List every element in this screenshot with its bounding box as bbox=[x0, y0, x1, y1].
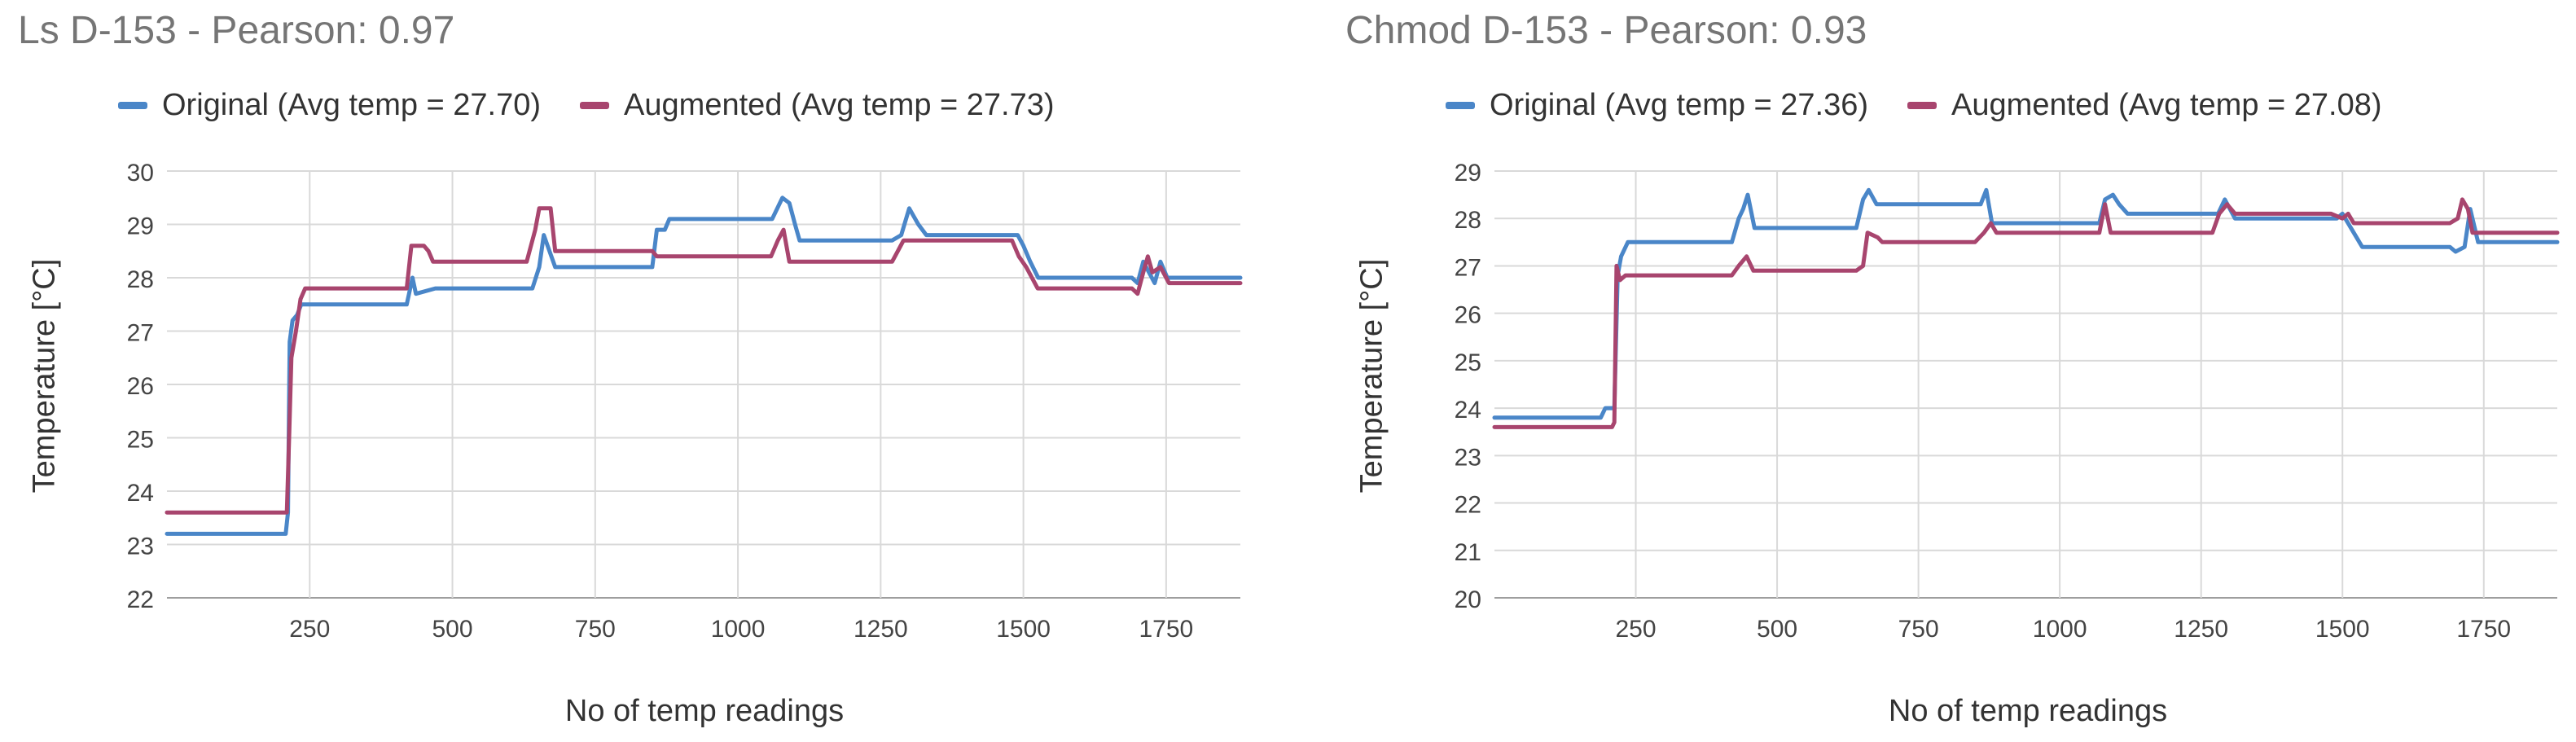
chart-title: Ls D-153 - Pearson: 0.97 bbox=[18, 9, 455, 52]
y-tick-label: 20 bbox=[1455, 586, 1481, 613]
x-tick-label: 1500 bbox=[996, 616, 1051, 643]
legend-item-augmented: Augmented (Avg temp = 27.73) bbox=[580, 88, 1055, 123]
x-axis-label: No of temp readings bbox=[564, 694, 845, 728]
y-axis-label: Temperature [°C] bbox=[27, 258, 62, 494]
series-line-original bbox=[1492, 187, 2560, 420]
x-tick-label: 750 bbox=[1898, 616, 1939, 643]
legend-swatch-original bbox=[1446, 102, 1475, 109]
x-tick-label: 500 bbox=[1757, 616, 1797, 643]
chart-legend: Original (Avg temp = 27.70) Augmented (A… bbox=[118, 88, 1094, 123]
y-tick-label: 24 bbox=[127, 480, 154, 507]
y-tick-label: 23 bbox=[1455, 444, 1481, 471]
y-tick-label: 27 bbox=[127, 320, 154, 347]
x-tick-label: 1250 bbox=[854, 616, 908, 643]
chart-plot-area: 20 21 22 23 24 25 26 27 28 29 250 500 750 1000 1250 150… bbox=[1455, 160, 2560, 643]
y-tick-label: 22 bbox=[127, 586, 154, 613]
x-tick-label: 1000 bbox=[711, 616, 766, 643]
legend-swatch-augmented bbox=[580, 102, 610, 109]
x-tick-label: 750 bbox=[575, 616, 616, 643]
legend-label-original: Original (Avg temp = 27.36) bbox=[1490, 88, 1869, 122]
series-line-augmented bbox=[1492, 197, 2560, 429]
y-tick-label: 24 bbox=[1455, 397, 1481, 424]
chart-plot-area: 22 23 24 25 26 27 28 29 30 250 500 750 1000 1250 1500 1… bbox=[127, 160, 1243, 643]
series-line-augmented bbox=[165, 206, 1243, 515]
y-tick-label: 30 bbox=[127, 160, 154, 187]
chart-panel-chmod: Chmod D-153 - Pearson: 0.93 Original (Av… bbox=[1327, 0, 2576, 742]
x-tick-label: 250 bbox=[289, 616, 330, 643]
chart-panel-ls: Ls D-153 - Pearson: 0.97 Original (Avg t… bbox=[0, 0, 1270, 742]
legend-item-original: Original (Avg temp = 27.70) bbox=[118, 88, 541, 123]
y-tick-label: 25 bbox=[127, 427, 154, 454]
x-tick-label: 1500 bbox=[2315, 616, 2370, 643]
legend-label-augmented: Augmented (Avg temp = 27.08) bbox=[1951, 88, 2382, 122]
y-axis-label: Temperature [°C] bbox=[1354, 258, 1389, 494]
legend-item-original: Original (Avg temp = 27.36) bbox=[1446, 88, 1868, 123]
y-tick-label: 25 bbox=[1455, 349, 1481, 376]
y-tick-label: 23 bbox=[127, 533, 154, 560]
y-tick-label: 22 bbox=[1455, 492, 1481, 519]
y-tick-label: 27 bbox=[1455, 254, 1481, 281]
chart-legend: Original (Avg temp = 27.36) Augmented (A… bbox=[1446, 88, 2421, 123]
x-tick-label: 1000 bbox=[2033, 616, 2087, 643]
legend-item-augmented: Augmented (Avg temp = 27.08) bbox=[1907, 88, 2382, 123]
y-tick-label: 26 bbox=[127, 373, 154, 400]
series-line-original bbox=[165, 195, 1243, 536]
y-tick-label: 21 bbox=[1455, 539, 1481, 566]
y-tick-label: 29 bbox=[1455, 160, 1481, 187]
x-tick-label: 1250 bbox=[2174, 616, 2228, 643]
chart-title: Chmod D-153 - Pearson: 0.93 bbox=[1345, 9, 1867, 52]
x-axis-label: No of temp readings bbox=[1888, 694, 2168, 728]
legend-swatch-original bbox=[118, 102, 147, 109]
x-tick-label: 1750 bbox=[1139, 616, 1193, 643]
y-tick-label: 28 bbox=[1455, 207, 1481, 234]
x-tick-label: 1750 bbox=[2456, 616, 2511, 643]
y-tick-label: 29 bbox=[127, 213, 154, 240]
y-tick-label: 28 bbox=[127, 266, 154, 293]
x-tick-label: 500 bbox=[432, 616, 473, 643]
y-tick-label: 26 bbox=[1455, 302, 1481, 329]
legend-swatch-augmented bbox=[1907, 102, 1937, 109]
legend-label-original: Original (Avg temp = 27.70) bbox=[162, 88, 542, 122]
legend-label-augmented: Augmented (Avg temp = 27.73) bbox=[624, 88, 1055, 122]
x-tick-label: 250 bbox=[1616, 616, 1657, 643]
